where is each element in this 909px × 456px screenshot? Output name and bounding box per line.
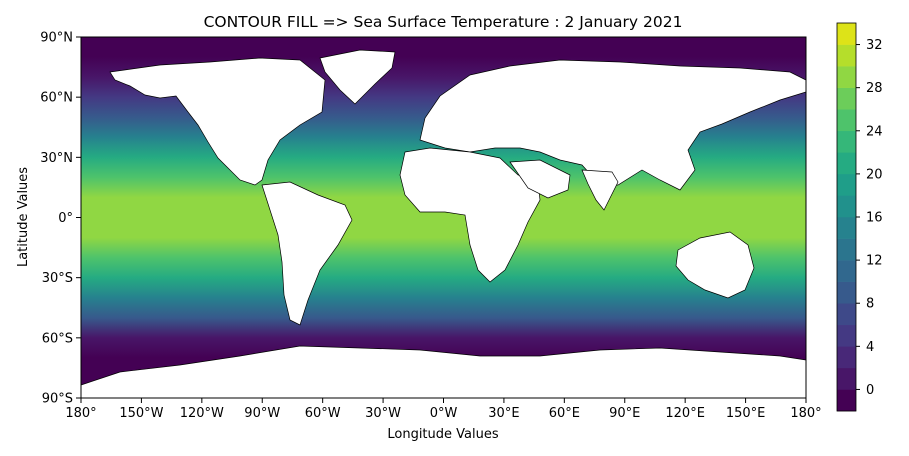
- x-tick-label: 60°W: [305, 406, 341, 421]
- colorbar: [836, 22, 857, 412]
- colorbar-tick-label: 16: [866, 211, 883, 226]
- y-tick-label: 30°N: [40, 151, 73, 166]
- australia-landmass: [675, 231, 755, 299]
- colorbar-tick-label: 0: [866, 383, 874, 398]
- eurasia-landmass: [419, 59, 806, 191]
- colorbar-band: [837, 173, 856, 196]
- colorbar-band: [837, 44, 856, 67]
- y-tick-label: 0°: [58, 211, 73, 226]
- colorbar-band: [837, 195, 856, 218]
- x-axis-label: Longitude Values: [387, 427, 498, 442]
- x-tick-label: 150°E: [726, 406, 766, 421]
- colorbar-tick-label: 24: [866, 124, 883, 139]
- continents: [81, 49, 806, 398]
- y-tick-label: 90°N: [40, 31, 73, 46]
- colorbar-band: [837, 281, 856, 304]
- colorbar-band: [837, 389, 856, 412]
- colorbar-tick-label: 28: [866, 81, 883, 96]
- colorbar-band: [837, 217, 856, 239]
- colorbar-band: [837, 109, 856, 132]
- colorbar-band: [837, 346, 856, 369]
- colorbar-band: [837, 87, 856, 110]
- x-tick-label: 180°: [790, 406, 821, 421]
- india-landmass: [581, 169, 619, 211]
- x-tick-label: 90°E: [609, 406, 640, 421]
- x-tick-label: 180°: [65, 406, 96, 421]
- colorbar-band: [837, 324, 856, 347]
- colorbar-tick-label: 12: [866, 254, 883, 269]
- south-america-landmass: [261, 181, 353, 326]
- x-tick-label: 30°W: [365, 406, 401, 421]
- y-axis-ticks: 90°N 60°N 30°N 0° 30°S 60°S 90°S: [40, 31, 81, 407]
- africa-landmass: [399, 147, 541, 283]
- x-tick-label: 150°W: [119, 406, 163, 421]
- x-tick-label: 120°W: [180, 406, 224, 421]
- x-tick-label: 90°W: [244, 406, 280, 421]
- arabia-landmass: [509, 159, 571, 199]
- colorbar-band: [837, 260, 856, 282]
- colorbar-tick-label: 20: [866, 167, 883, 182]
- y-axis-label: Latitude Values: [16, 167, 31, 267]
- colorbar-band: [837, 152, 856, 175]
- colorbar-band: [837, 23, 856, 45]
- x-tick-label: 60°E: [549, 406, 580, 421]
- x-tick-label: 0°W: [430, 406, 458, 421]
- colorbar-band: [837, 130, 856, 153]
- colorbar-tick-label: 8: [866, 297, 874, 312]
- colorbar-tick-label: 32: [866, 38, 883, 53]
- colorbar-ticks: 0 4 8 12 16 20 24 28 32: [856, 38, 883, 398]
- y-tick-label: 30°S: [42, 271, 73, 286]
- north-america-landmass: [109, 57, 326, 186]
- y-tick-label: 60°N: [40, 91, 73, 106]
- x-axis-ticks: 180° 150°W 120°W 90°W 60°W 30°W 0°W 30°E 60°E 90°…: [65, 398, 822, 421]
- x-tick-label: 30°E: [488, 406, 519, 421]
- y-tick-label: 60°S: [42, 331, 73, 346]
- x-tick-label: 120°E: [665, 406, 705, 421]
- colorbar-band: [837, 303, 856, 326]
- colorbar-tick-label: 4: [866, 340, 874, 355]
- colorbar-band: [837, 66, 856, 88]
- colorbar-band: [837, 238, 856, 261]
- greenland-landmass: [319, 49, 396, 105]
- chart-title: CONTOUR FILL => Sea Surface Temperature …: [204, 13, 683, 31]
- antarctica-landmass: [81, 345, 806, 398]
- map-area: [81, 37, 806, 398]
- y-tick-label: 90°S: [42, 392, 73, 407]
- colorbar-band: [837, 367, 856, 390]
